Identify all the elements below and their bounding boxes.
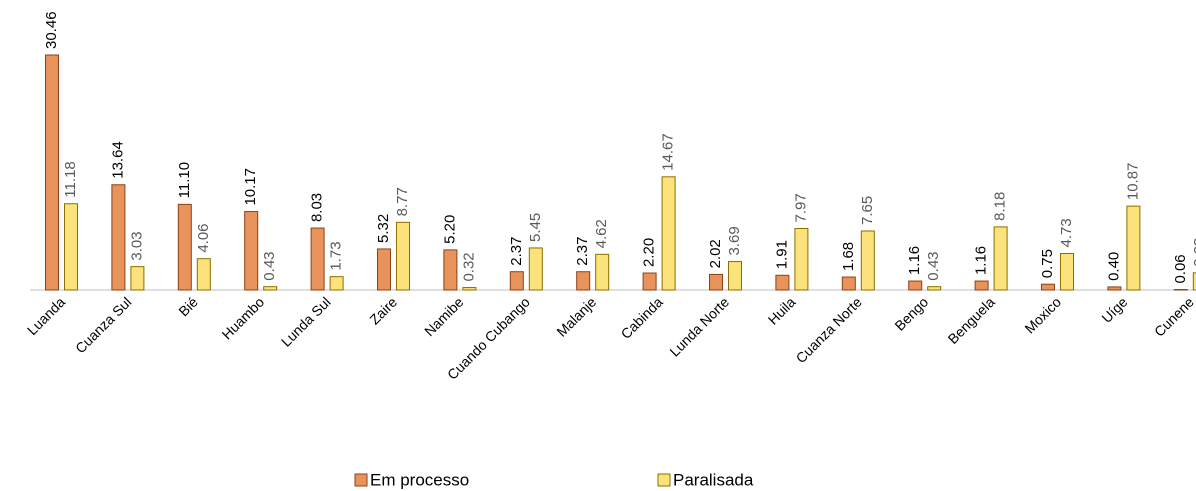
bar bbox=[196, 258, 211, 291]
data-label: 1.16 bbox=[906, 246, 923, 275]
data-label: 8.77 bbox=[394, 187, 411, 216]
x-tick-label: Cunene bbox=[1151, 294, 1196, 340]
bar bbox=[993, 226, 1008, 291]
data-label: 5.32 bbox=[375, 214, 392, 243]
data-label: 3.69 bbox=[726, 226, 743, 255]
bar bbox=[794, 228, 809, 291]
bar bbox=[860, 230, 875, 291]
bar bbox=[263, 286, 278, 291]
x-tick-label: Uíge bbox=[1098, 294, 1130, 326]
data-label: 30.46 bbox=[43, 11, 60, 49]
bar bbox=[509, 271, 524, 291]
data-label: 10.17 bbox=[242, 168, 259, 206]
bar bbox=[841, 276, 856, 291]
bar bbox=[728, 261, 742, 291]
bar bbox=[377, 248, 391, 291]
bar bbox=[1192, 272, 1196, 291]
data-label: 11.10 bbox=[176, 162, 193, 198]
data-label: 3.03 bbox=[128, 231, 145, 260]
data-label: 2.37 bbox=[574, 237, 591, 266]
data-label: 2.02 bbox=[707, 239, 724, 268]
x-tick-label: Zaire bbox=[366, 294, 400, 328]
bar bbox=[310, 227, 325, 291]
data-label: 5.20 bbox=[441, 215, 458, 244]
bar bbox=[1107, 286, 1122, 291]
bar bbox=[462, 287, 477, 291]
x-tick-label: Huila bbox=[765, 294, 799, 328]
data-label: 0.43 bbox=[261, 251, 278, 280]
x-tick-label: Benguela bbox=[945, 294, 998, 347]
bar bbox=[709, 273, 723, 291]
bar bbox=[908, 280, 923, 291]
data-label: 2.23 bbox=[1191, 238, 1196, 267]
x-tick-label: Bié bbox=[175, 294, 201, 320]
bar bbox=[595, 253, 610, 291]
data-label: 5.45 bbox=[527, 213, 544, 242]
data-label: 1.73 bbox=[328, 241, 345, 270]
data-label: 1.68 bbox=[840, 242, 857, 271]
x-tick-label: Bengo bbox=[891, 294, 931, 334]
bar bbox=[111, 184, 126, 291]
x-tick-label: Moxico bbox=[1021, 294, 1064, 337]
data-label: 13.64 bbox=[109, 141, 126, 179]
x-tick-label: Lunda Norte bbox=[666, 294, 732, 360]
legend-label: Paralisada bbox=[673, 470, 754, 489]
bar bbox=[130, 266, 145, 291]
bar bbox=[443, 249, 458, 291]
x-tick-label: Cuanza Norte bbox=[793, 294, 866, 367]
data-label: 4.06 bbox=[195, 223, 212, 252]
data-label: 7.65 bbox=[859, 196, 876, 225]
bar bbox=[1060, 253, 1074, 291]
data-label: 0.32 bbox=[460, 252, 477, 281]
bar bbox=[45, 54, 59, 291]
data-label: 2.37 bbox=[508, 237, 525, 266]
bar bbox=[1126, 205, 1141, 291]
bar bbox=[528, 247, 543, 291]
bar bbox=[64, 203, 78, 291]
data-label: 0.40 bbox=[1105, 252, 1122, 281]
bar bbox=[642, 272, 657, 291]
data-label: 11.18 bbox=[62, 161, 79, 197]
legend-swatch bbox=[657, 473, 671, 487]
data-label: 0.43 bbox=[925, 251, 942, 280]
bar bbox=[576, 271, 591, 291]
bar bbox=[927, 286, 942, 291]
bar bbox=[775, 274, 790, 291]
data-label: 4.62 bbox=[593, 219, 610, 248]
legend-label: Em processo bbox=[370, 470, 469, 489]
x-tick-label: Namibe bbox=[421, 294, 467, 340]
data-label: 10.87 bbox=[1124, 163, 1141, 201]
bar bbox=[177, 203, 192, 291]
bar bbox=[1041, 283, 1055, 291]
bar bbox=[396, 221, 410, 291]
x-tick-label: Huambo bbox=[219, 294, 268, 343]
legend-swatch bbox=[354, 473, 368, 487]
x-tick-label: Luanda bbox=[24, 294, 68, 338]
x-tick-label: Cuanza Sul bbox=[72, 294, 135, 357]
data-label: 8.18 bbox=[992, 192, 1009, 221]
bar bbox=[661, 176, 676, 291]
x-tick-label: Malanje bbox=[553, 294, 599, 340]
x-tick-label: Lunda Sul bbox=[278, 294, 334, 350]
data-label: 7.97 bbox=[792, 193, 809, 222]
bar bbox=[329, 276, 344, 291]
data-label: 0.06 bbox=[1172, 254, 1189, 283]
data-label: 2.20 bbox=[641, 238, 658, 267]
data-label: 4.73 bbox=[1058, 218, 1075, 247]
data-label: 1.16 bbox=[973, 246, 990, 275]
x-tick-label: Cabinda bbox=[618, 294, 666, 342]
bar bbox=[974, 280, 989, 291]
data-label: 1.91 bbox=[773, 240, 790, 269]
data-label: 8.03 bbox=[309, 193, 326, 222]
data-label: 0.75 bbox=[1039, 249, 1056, 278]
data-label: 14.67 bbox=[660, 133, 677, 171]
bar bbox=[244, 211, 259, 291]
